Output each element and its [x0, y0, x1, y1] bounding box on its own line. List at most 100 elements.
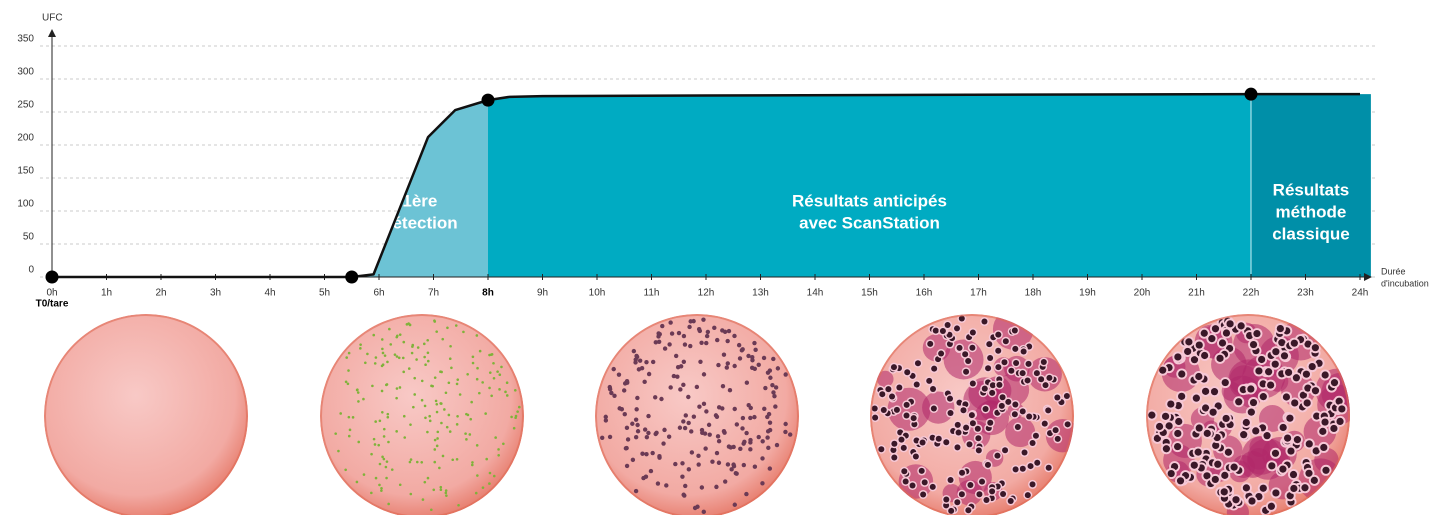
- colony: [716, 460, 722, 465]
- colony: [409, 458, 413, 461]
- colony: [734, 422, 740, 427]
- colony: [334, 432, 337, 435]
- colony: [686, 467, 692, 472]
- colony: [433, 438, 437, 442]
- colony: [1019, 370, 1026, 377]
- marker: [1244, 87, 1258, 101]
- colony: [646, 413, 651, 419]
- colony: [1184, 347, 1192, 356]
- colony: [716, 439, 722, 444]
- colony: [1302, 370, 1310, 378]
- colony: [456, 414, 459, 418]
- colony: [378, 483, 381, 487]
- colony: [423, 480, 427, 484]
- colony: [744, 491, 749, 497]
- colony: [1279, 423, 1287, 432]
- dish-rim: [870, 314, 1074, 515]
- colony: [1278, 339, 1286, 347]
- colony: [401, 356, 405, 360]
- colony: [441, 337, 445, 341]
- colony: [982, 405, 989, 412]
- colony: [428, 414, 431, 418]
- colony: [963, 424, 970, 431]
- colony: [880, 407, 887, 414]
- colony: [944, 321, 951, 328]
- colony: [1279, 465, 1287, 473]
- colony: [981, 318, 988, 325]
- colony: [1253, 329, 1261, 338]
- colony: [644, 434, 650, 440]
- colony: [1311, 387, 1320, 395]
- x-tick-label: 22h: [1243, 288, 1260, 299]
- colony: [420, 398, 424, 402]
- colony: [496, 370, 499, 373]
- colony: [455, 382, 459, 386]
- colony: [347, 351, 351, 355]
- colony: [1287, 447, 1295, 455]
- colony: [387, 502, 390, 506]
- colony: [721, 429, 727, 434]
- colony: [746, 353, 751, 359]
- colony: [1162, 445, 1170, 453]
- x-tick-label: 0h: [46, 288, 57, 299]
- marker: [45, 270, 59, 284]
- colony: [616, 372, 622, 377]
- colony: [681, 382, 686, 388]
- colony: [1012, 466, 1019, 473]
- colony: [705, 329, 711, 335]
- colony: [696, 453, 701, 459]
- colony: [1299, 391, 1307, 399]
- colony: [624, 463, 630, 469]
- colony: [1271, 449, 1280, 457]
- colony: [783, 429, 788, 435]
- colony: [637, 358, 643, 363]
- colony: [475, 444, 479, 447]
- zone-area: [488, 94, 1251, 278]
- colony: [458, 393, 462, 396]
- colony: [1190, 356, 1199, 364]
- x-tick-label: 23h: [1297, 288, 1314, 299]
- colony: [653, 340, 658, 345]
- colony: [444, 489, 448, 492]
- colony: [366, 352, 369, 356]
- colony: [346, 382, 350, 386]
- colony: [704, 409, 709, 414]
- colony: [995, 331, 1002, 338]
- colony: [492, 474, 496, 478]
- colony: [396, 334, 399, 338]
- colony: [409, 423, 412, 426]
- colony: [424, 363, 427, 366]
- x-axis-label: Durée: [1381, 266, 1406, 276]
- stain: [887, 387, 931, 431]
- colony: [443, 408, 446, 411]
- colony: [478, 391, 481, 395]
- colony: [732, 363, 737, 369]
- colony: [415, 358, 418, 361]
- colony: [731, 464, 737, 469]
- colony: [664, 483, 669, 488]
- colony: [947, 410, 954, 417]
- colony: [927, 340, 934, 347]
- colony: [704, 333, 710, 339]
- x-tick-label: 18h: [1025, 288, 1042, 299]
- colony: [930, 386, 937, 393]
- colony: [502, 442, 505, 446]
- colony: [1063, 392, 1070, 399]
- colony: [476, 474, 479, 477]
- colony: [1265, 368, 1273, 376]
- colony: [500, 365, 503, 369]
- colony: [650, 450, 655, 456]
- colony: [903, 412, 910, 419]
- colony: [1027, 463, 1034, 470]
- colony: [497, 453, 500, 457]
- colony: [450, 366, 453, 370]
- colony: [642, 427, 648, 432]
- colony: [412, 405, 415, 409]
- colony: [912, 453, 919, 460]
- colony: [631, 348, 637, 354]
- colony: [680, 461, 685, 466]
- colony: [885, 386, 892, 393]
- x-tick-label: 12h: [698, 288, 715, 299]
- colony: [421, 498, 425, 501]
- colony: [765, 370, 771, 375]
